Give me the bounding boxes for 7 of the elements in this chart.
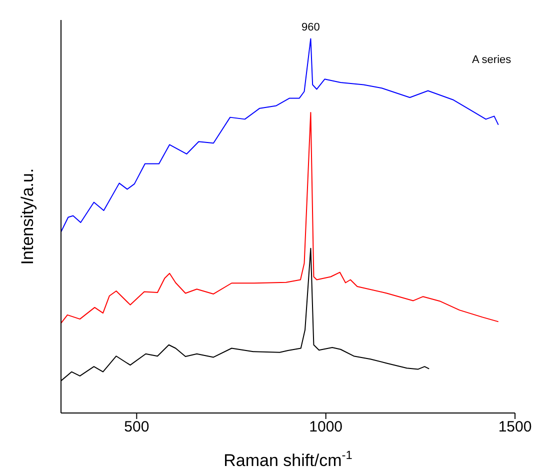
annotation: A series (472, 54, 512, 66)
annotation: 960 (302, 22, 320, 34)
x-tick-label: 1000 (309, 418, 343, 436)
y-axis-title: Intensity/a.u. (18, 168, 37, 265)
x-tick-label: 1500 (498, 418, 532, 436)
x-tick-label: 500 (124, 418, 150, 436)
x-axis-title: Raman shift/cm$^{-1}$ (224, 448, 353, 470)
